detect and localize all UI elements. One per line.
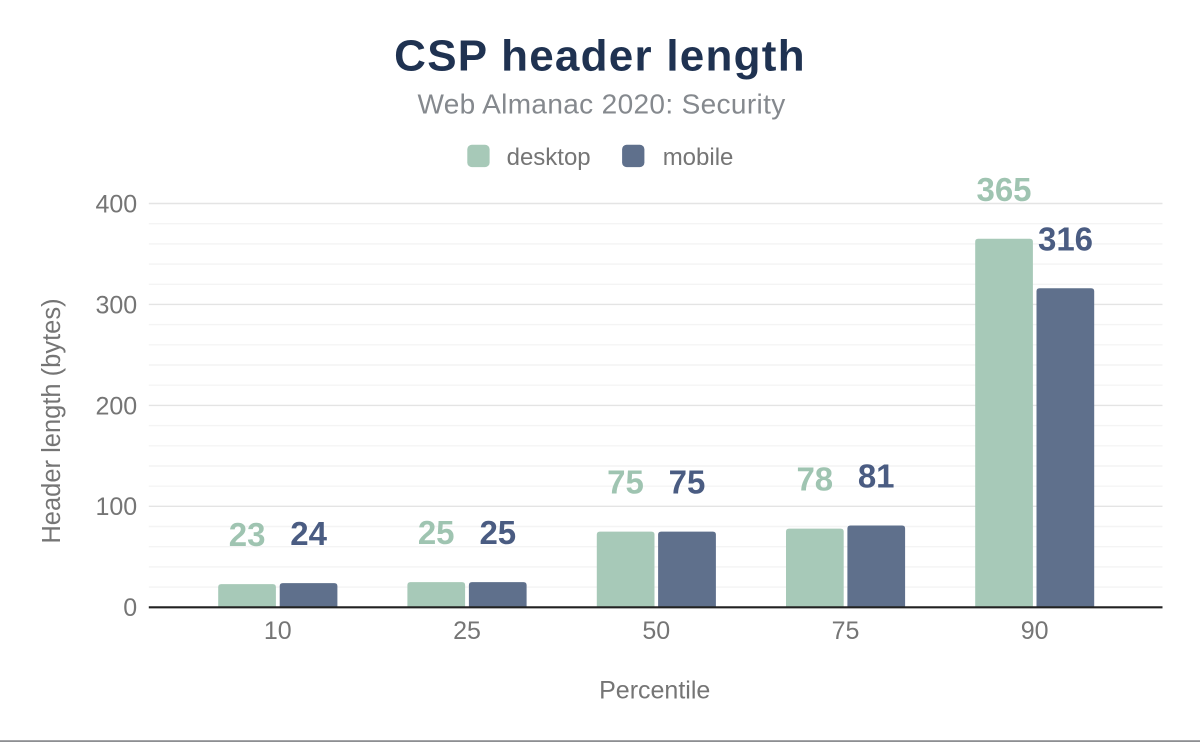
svg-text:mobile: mobile — [663, 144, 734, 171]
svg-text:25: 25 — [418, 514, 455, 551]
svg-text:CSP header length: CSP header length — [394, 32, 806, 81]
svg-text:365: 365 — [976, 171, 1031, 208]
svg-text:200: 200 — [95, 392, 137, 420]
svg-text:300: 300 — [95, 291, 137, 319]
svg-text:75: 75 — [607, 464, 644, 501]
svg-text:desktop: desktop — [507, 144, 591, 171]
svg-text:78: 78 — [796, 461, 833, 498]
svg-text:25: 25 — [453, 617, 481, 645]
svg-text:400: 400 — [95, 190, 137, 218]
svg-text:23: 23 — [229, 516, 266, 553]
svg-text:Percentile: Percentile — [599, 677, 710, 705]
svg-text:90: 90 — [1021, 617, 1049, 645]
svg-text:Header length (bytes): Header length (bytes) — [38, 298, 66, 543]
svg-text:Web Almanac 2020: Security: Web Almanac 2020: Security — [417, 89, 785, 120]
svg-text:316: 316 — [1038, 220, 1093, 257]
svg-text:75: 75 — [832, 617, 860, 645]
svg-text:0: 0 — [123, 594, 137, 622]
svg-text:100: 100 — [95, 493, 137, 521]
svg-text:50: 50 — [642, 617, 670, 645]
svg-text:75: 75 — [669, 464, 706, 501]
svg-text:81: 81 — [858, 458, 895, 495]
svg-text:24: 24 — [290, 515, 327, 552]
svg-text:25: 25 — [479, 514, 516, 551]
svg-text:10: 10 — [264, 617, 292, 645]
